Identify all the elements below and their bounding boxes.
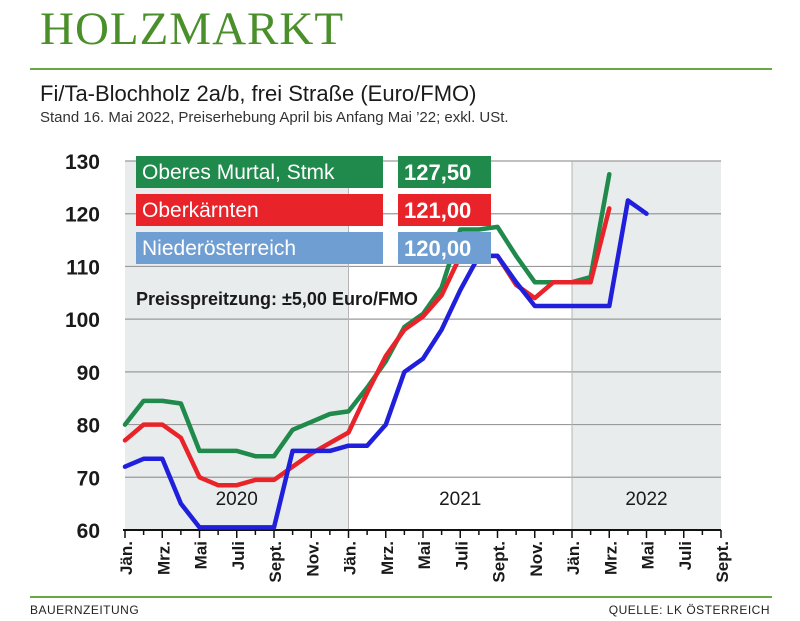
x-tick-label: Jän. (117, 541, 136, 575)
x-tick-label: Sept. (713, 541, 732, 583)
year-label-2021: 2021 (439, 489, 481, 510)
chart-title: Fi/Ta-Blochholz 2a/b, frei Straße (Euro/… (40, 81, 477, 106)
series-line-oberes-murtal-stmk (122, 171, 612, 459)
top-rule (30, 68, 772, 70)
y-tick-label: 60 (77, 520, 100, 543)
year-label-2020: 2020 (216, 489, 258, 510)
series-line-nieder-sterreich (122, 198, 649, 530)
legend-value-box (398, 194, 491, 226)
footer-source: QUELLE: LK ÖSTERREICH (608, 603, 770, 617)
x-tick-label: Juli (452, 541, 471, 570)
year-label-2022: 2022 (625, 489, 667, 510)
y-tick-label: 130 (65, 151, 100, 174)
legend-value-box (398, 156, 491, 188)
legend-name-box (136, 156, 383, 188)
x-tick-label: Juli (676, 541, 695, 570)
legend-name: Oberes Murtal, Stmk (142, 161, 335, 184)
x-tick-label: Nov. (527, 541, 546, 577)
legend-name-box (136, 232, 383, 264)
legend-name-box (136, 194, 383, 226)
series-line-oberk-rnten (122, 206, 612, 488)
masthead: HOLZMARKT (40, 3, 345, 55)
legend-value-box (398, 232, 491, 264)
footer-publisher: BAUERNZEITUNG (30, 603, 140, 617)
bottom-rule (30, 596, 772, 598)
legend-value: 121,00 (404, 198, 471, 223)
y-tick-label: 80 (77, 415, 100, 438)
x-tick-label: Mrz. (601, 541, 620, 575)
y-tick-label: 110 (66, 256, 100, 279)
chart-subtitle: Stand 16. Mai 2022, Preiserhebung April … (40, 109, 509, 126)
year-2022-shade (572, 161, 721, 530)
x-tick-label: Jän. (564, 541, 583, 575)
x-tick-label: Sept. (490, 541, 509, 583)
y-tick-label: 90 (77, 362, 100, 385)
y-tick-label: 70 (77, 467, 100, 490)
x-tick-label: Mrz. (378, 541, 397, 575)
price-spread-annotation: Preisspreitzung: ±5,00 Euro/FMO (136, 289, 418, 309)
legend-name: Niederösterreich (142, 237, 296, 260)
legend-value: 127,50 (404, 160, 471, 185)
x-tick-label: Mai (639, 541, 658, 569)
y-tick-label: 100 (65, 309, 100, 332)
x-tick-label: Sept. (266, 541, 285, 583)
legend-name: Oberkärnten (142, 199, 259, 222)
x-tick-label: Juli (229, 541, 248, 570)
x-tick-label: Mrz. (154, 541, 173, 575)
x-tick-label: Mai (192, 541, 211, 569)
y-tick-label: 120 (65, 204, 100, 227)
x-tick-label: Jän. (341, 541, 360, 575)
x-tick-label: Nov. (303, 541, 322, 577)
legend-value: 120,00 (404, 236, 471, 261)
x-tick-label: Mai (415, 541, 434, 569)
